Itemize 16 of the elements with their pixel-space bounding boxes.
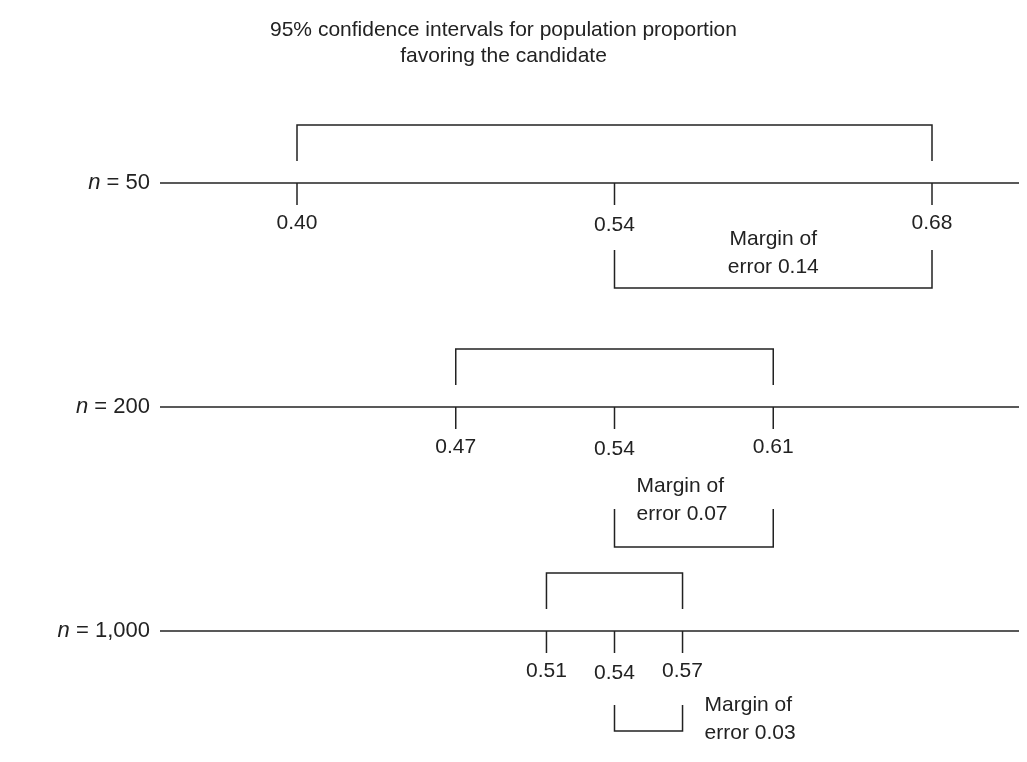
text: Margin of error 0.14 bbox=[727, 226, 820, 277]
data-label: 0.57 bbox=[662, 658, 703, 681]
category-label: n = 200 bbox=[75, 392, 150, 418]
data-label: 0.61 bbox=[752, 434, 794, 457]
data-label: 0.54 bbox=[594, 212, 636, 235]
data-label: 0.54 bbox=[594, 660, 636, 683]
data-label: 0.51 bbox=[526, 658, 567, 681]
category-label: n = 50 bbox=[88, 168, 150, 194]
data-label: 0.40 bbox=[276, 210, 318, 233]
text: Margin of error 0.03 bbox=[704, 692, 796, 743]
text: Margin of error 0.07 bbox=[636, 473, 728, 524]
data-label: 0.47 bbox=[435, 434, 477, 457]
data-label: 0.54 bbox=[594, 436, 636, 459]
text: 95% confidence intervals for population proportion favoring the candidate bbox=[270, 17, 737, 66]
data-label: 0.68 bbox=[911, 210, 953, 233]
category-label: n = 1,000 bbox=[57, 616, 150, 642]
